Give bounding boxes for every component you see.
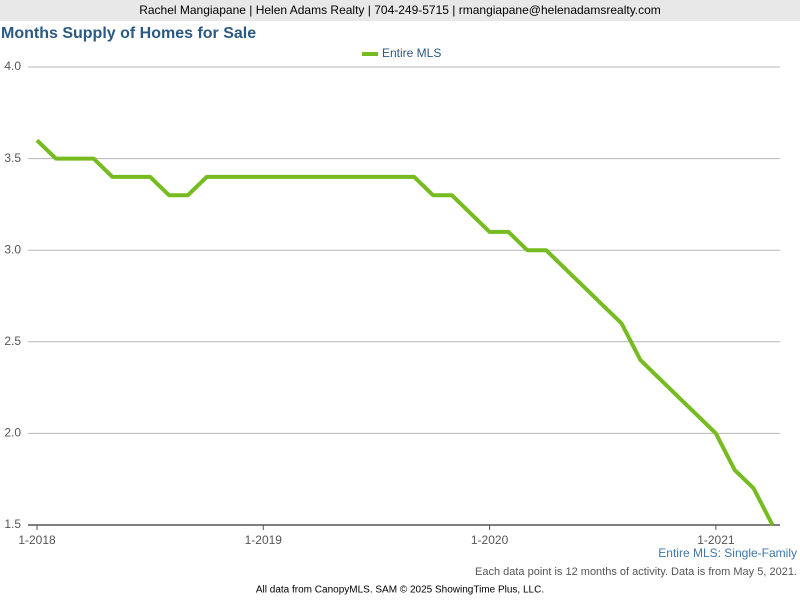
series-note: Entire MLS: Single-Family <box>658 546 797 560</box>
y-tick-label: 2.5 <box>4 334 21 348</box>
y-tick-label: 2.0 <box>4 426 21 440</box>
series-line <box>35 138 775 526</box>
header: Rachel Mangiapane | Helen Adams Realty |… <box>139 3 661 17</box>
header-bar <box>0 0 800 21</box>
y-tick-label: 3.0 <box>4 242 21 256</box>
chart-title: Months Supply of Homes for Sale <box>1 25 256 42</box>
legend-label: Entire MLS <box>382 46 441 60</box>
footer: All data from CanopyMLS. SAM © 2025 Show… <box>256 585 544 596</box>
footnote: Each data point is 12 months of activity… <box>475 566 797 578</box>
y-tick-label: 3.5 <box>4 151 21 165</box>
y-tick-label: 1.5 <box>4 517 21 531</box>
x-tick-label: 1-2020 <box>471 533 509 547</box>
x-tick-label: 1-2019 <box>245 533 283 547</box>
y-tick-label: 4.0 <box>4 59 21 73</box>
x-tick-label: 1-2021 <box>697 533 735 547</box>
x-tick-label: 1-2018 <box>18 533 56 547</box>
